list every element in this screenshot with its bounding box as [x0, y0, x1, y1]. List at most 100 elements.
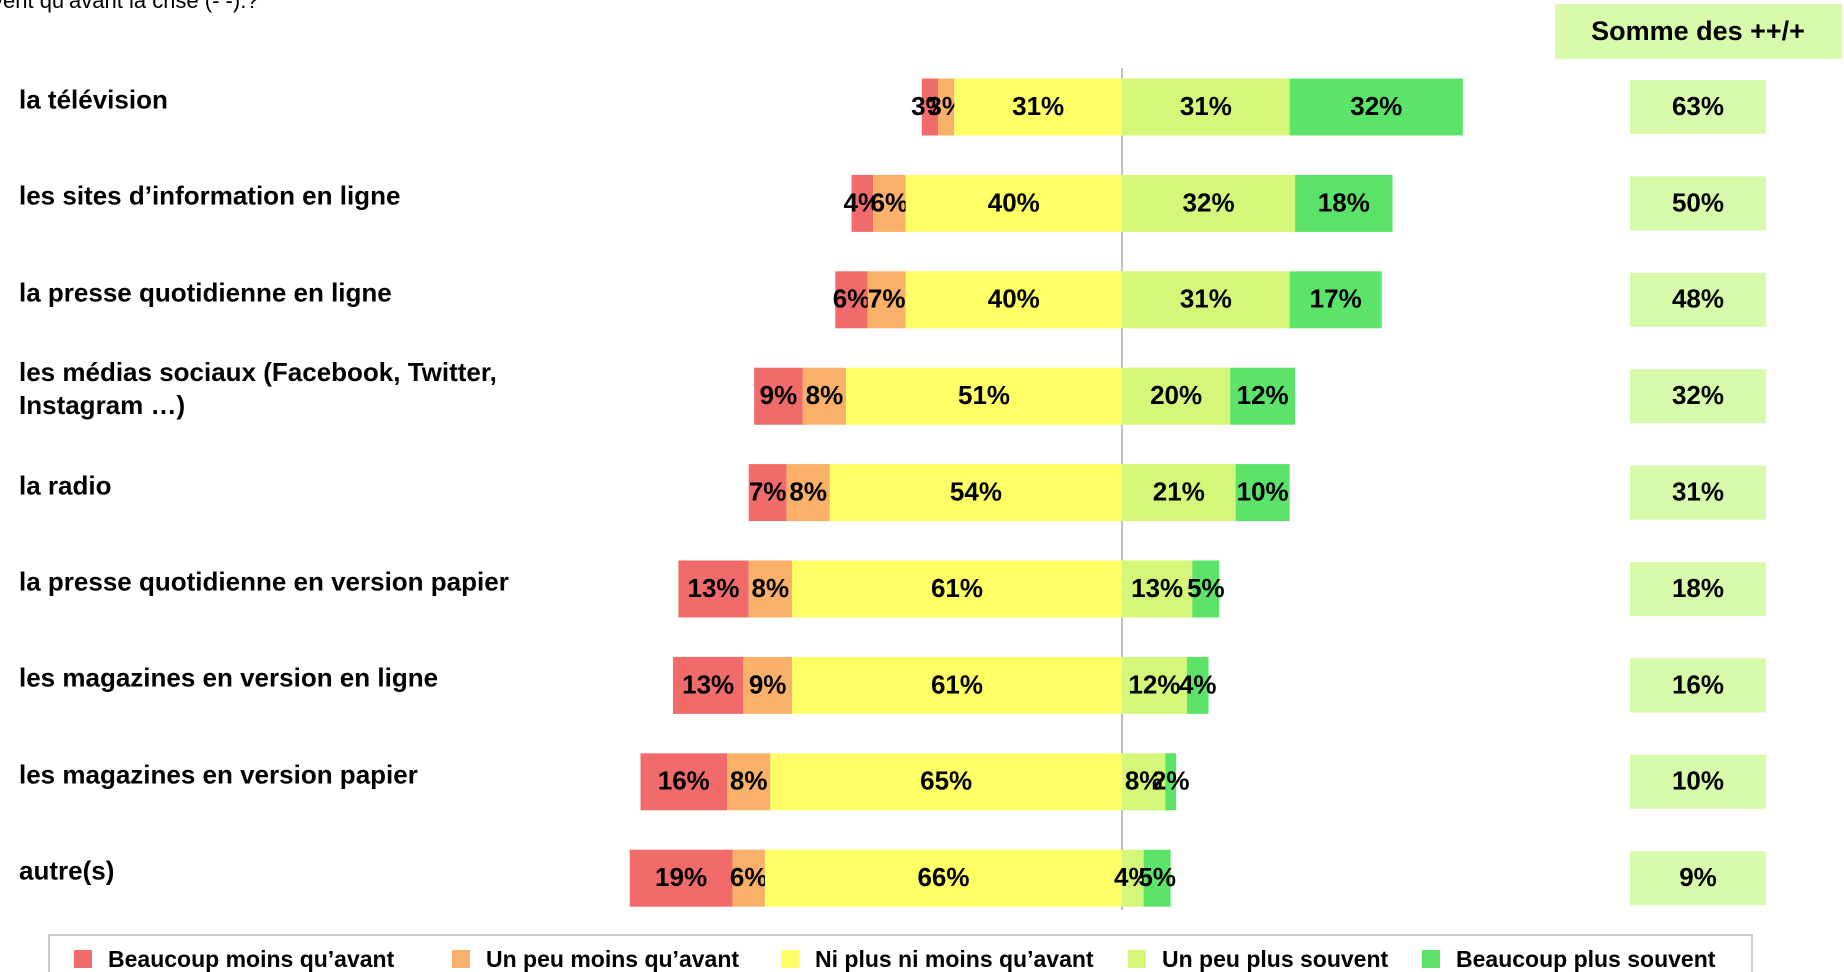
bar-segment: [786, 464, 830, 522]
value-label: 13%: [682, 669, 734, 699]
bar-segment: [1122, 656, 1187, 714]
category-label: les sites d’information en ligne: [19, 180, 401, 211]
total-box: [1630, 465, 1766, 520]
value-label: 5%: [1138, 862, 1176, 892]
value-label: 9%: [749, 669, 787, 699]
value-label: 31%: [1180, 284, 1232, 314]
bar-segment: [732, 849, 765, 907]
total-label: 63%: [1672, 91, 1724, 121]
bar-segment: [802, 367, 847, 425]
legend-label: Ni plus ni moins qu’avant: [815, 946, 1094, 972]
bar-segment: [743, 656, 792, 714]
bar-segment: [1122, 271, 1290, 329]
bar-segment: [873, 174, 906, 232]
value-label: 6%: [833, 284, 871, 314]
category-label: les médias sociaux (Facebook, Twitter, I…: [19, 357, 497, 421]
value-label: 20%: [1150, 380, 1202, 410]
category-label: la télévision: [19, 84, 168, 115]
bar-segment: [1122, 464, 1236, 522]
totals-header: Somme des ++/+: [1591, 16, 1805, 46]
legend-label: Beaucoup plus souvent: [1456, 946, 1716, 972]
value-label: 65%: [920, 766, 972, 796]
bar-segment: [1122, 78, 1290, 136]
bar-segment: [1143, 849, 1171, 907]
value-label: 66%: [917, 862, 969, 892]
bar-segment: [1235, 464, 1290, 522]
value-label: 51%: [958, 380, 1010, 410]
legend-label: Un peu plus souvent: [1162, 946, 1389, 972]
value-label: 5%: [1187, 573, 1225, 603]
bar-segment: [1122, 753, 1166, 811]
value-label: 8%: [789, 476, 827, 506]
value-label: 32%: [1350, 91, 1402, 121]
value-label: 31%: [1012, 91, 1064, 121]
value-label: 16%: [658, 766, 710, 796]
total-box: [1630, 851, 1766, 906]
bar-segment: [791, 656, 1122, 714]
value-label: 8%: [752, 573, 790, 603]
value-label: 40%: [988, 187, 1040, 217]
value-label: 17%: [1310, 284, 1362, 314]
value-label: 6%: [730, 862, 768, 892]
legend-label: Beaucoup moins qu’avant: [108, 946, 395, 972]
value-label: 4%: [1179, 669, 1217, 699]
value-label: 6%: [871, 187, 909, 217]
legend-swatch: [1128, 950, 1146, 968]
category-label: la presse quotidienne en version papier: [19, 566, 509, 597]
bar-segment: [754, 367, 803, 425]
bar-segment: [846, 367, 1122, 425]
bar-segment: [905, 174, 1122, 232]
bar-segment: [629, 849, 733, 907]
total-box: [1630, 369, 1766, 424]
legend-label: Un peu moins qu’avant: [486, 946, 739, 972]
bar-segment: [954, 78, 1122, 136]
bar-segment: [727, 753, 771, 811]
value-label: 13%: [1131, 573, 1183, 603]
total-box: [1630, 80, 1766, 134]
bar-segment: [921, 78, 939, 136]
value-label: 19%: [655, 862, 707, 892]
value-label: 21%: [1153, 476, 1205, 506]
bar-segment: [748, 464, 787, 522]
bar-segment: [764, 849, 1122, 907]
bar-segment: [1122, 367, 1231, 425]
bar-segment: [1122, 174, 1296, 232]
legend-box: [48, 934, 1753, 972]
totals-header-box: [1555, 4, 1842, 59]
total-box: [1630, 562, 1766, 616]
bar-segment: [1186, 656, 1209, 714]
total-label: 48%: [1672, 284, 1724, 314]
bar-segment: [829, 464, 1122, 522]
total-label: 31%: [1672, 476, 1724, 506]
category-label: la radio: [19, 470, 112, 501]
value-label: 7%: [749, 476, 787, 506]
bar-segment: [672, 656, 744, 714]
bar-segment: [770, 753, 1122, 811]
bar-segment: [851, 174, 874, 232]
bar-segment: [1122, 849, 1144, 907]
total-label: 16%: [1672, 669, 1724, 699]
value-label: 8%: [1125, 766, 1163, 796]
bar-segment: [867, 271, 906, 329]
total-label: 50%: [1672, 187, 1724, 217]
total-label: 10%: [1672, 766, 1724, 796]
bar-segment: [791, 560, 1122, 618]
value-label: 32%: [1183, 187, 1235, 217]
bar-segment: [1165, 753, 1177, 811]
total-box: [1630, 176, 1766, 231]
bar-segment: [1122, 560, 1193, 618]
value-label: 12%: [1128, 669, 1180, 699]
bar-segment: [938, 78, 955, 136]
total-label: 32%: [1672, 380, 1724, 410]
category-label: autre(s): [19, 855, 115, 886]
value-label: 7%: [868, 284, 906, 314]
bar-segment: [1295, 174, 1393, 232]
value-label: 2%: [1152, 766, 1190, 796]
value-label: 18%: [1318, 187, 1370, 217]
total-box: [1630, 272, 1766, 327]
value-label: 61%: [931, 573, 983, 603]
category-label: les magazines en version en ligne: [19, 662, 439, 693]
value-label: 13%: [688, 573, 740, 603]
bar-segment: [1289, 271, 1382, 329]
